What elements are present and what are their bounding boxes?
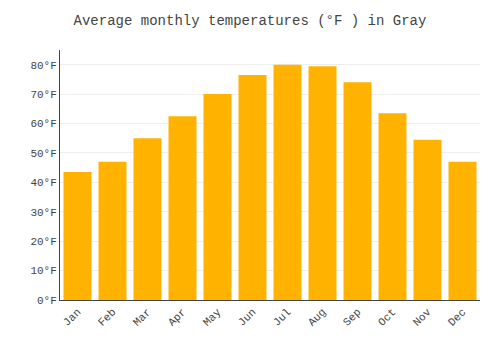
- svg-text:Aug: Aug: [306, 306, 328, 328]
- svg-text:Nov: Nov: [411, 306, 434, 329]
- svg-text:10°F: 10°F: [30, 265, 56, 277]
- svg-text:70°F: 70°F: [30, 89, 56, 101]
- svg-text:Average monthly temperatures (: Average monthly temperatures (°F ) in Gr…: [74, 13, 427, 29]
- svg-text:30°F: 30°F: [30, 207, 56, 219]
- svg-text:Jul: Jul: [271, 306, 293, 328]
- svg-text:50°F: 50°F: [30, 148, 56, 160]
- svg-text:May: May: [201, 306, 224, 329]
- svg-text:Jun: Jun: [236, 306, 258, 328]
- svg-text:Oct: Oct: [376, 306, 398, 328]
- svg-text:Feb: Feb: [96, 306, 118, 328]
- svg-text:80°F: 80°F: [30, 60, 56, 72]
- svg-text:Sep: Sep: [341, 306, 363, 328]
- svg-text:0°F: 0°F: [37, 295, 57, 307]
- svg-text:Mar: Mar: [131, 306, 153, 328]
- svg-text:Dec: Dec: [446, 306, 468, 328]
- svg-text:60°F: 60°F: [30, 118, 56, 130]
- svg-text:20°F: 20°F: [30, 236, 56, 248]
- svg-text:40°F: 40°F: [30, 177, 56, 189]
- svg-text:Apr: Apr: [166, 306, 188, 328]
- svg-text:Jan: Jan: [61, 306, 83, 328]
